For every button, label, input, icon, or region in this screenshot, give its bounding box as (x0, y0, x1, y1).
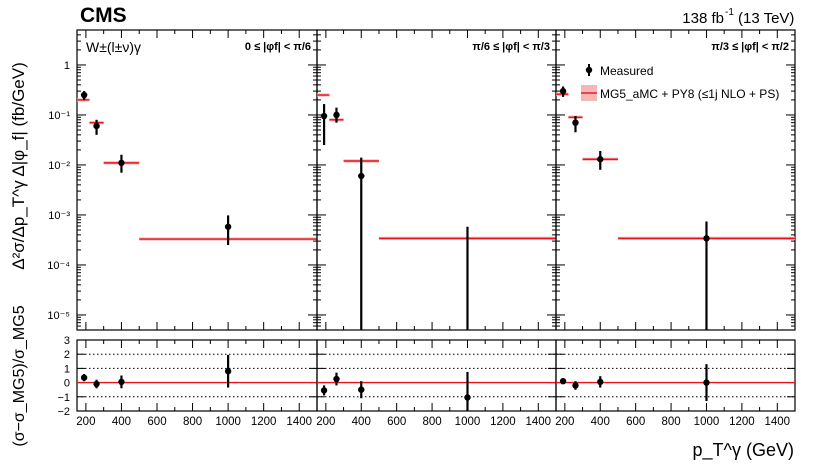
x-tick-label: 800 (661, 416, 680, 428)
x-tick-label: 1400 (764, 416, 790, 428)
ratio-point (464, 394, 471, 401)
x-tick-label: 400 (591, 416, 610, 428)
y-tick-label: 10⁻⁴ (47, 260, 70, 272)
data-point (703, 235, 710, 242)
ratio-tick-label: −2 (57, 406, 70, 418)
x-tick-label: 800 (183, 416, 202, 428)
x-tick-label: 600 (387, 416, 406, 428)
y-tick-label: 10⁻³ (48, 210, 70, 222)
ratio-point (559, 377, 567, 385)
panel-1: 200 400 600 800 1000 1200 1400 0 ≤ |φf| < π/6 (76, 29, 318, 428)
legend-measured-marker (585, 66, 593, 74)
panel-3: 200 400 600 800 1000 1200 1400 π/3 ≤ |φf| < π/2 (555, 29, 796, 428)
panel-phi-label: 0 ≤ |φf| < π/6 (245, 41, 311, 53)
legend-prediction-label: MG5_aMC + PY8 (≤1j NLO + PS) (600, 87, 779, 101)
x-tick-label: 1000 (215, 416, 241, 428)
x-tick-label: 1200 (729, 416, 755, 428)
y-tick-label: 1 (64, 60, 70, 72)
ratio-point (333, 375, 340, 383)
x-tick-label: 1000 (694, 416, 720, 428)
ratio-point (118, 378, 125, 386)
ratio-tick-label: 1 (64, 363, 70, 375)
ratio-point (572, 382, 579, 389)
ratio-panel-frame (76, 339, 318, 412)
legend: Measured MG5_aMC + PY8 (≤1j NLO + PS) (581, 64, 779, 101)
lumi-exponent: -1 (725, 7, 734, 18)
y-tick-label: 10⁻¹ (48, 110, 70, 122)
data-point (333, 111, 340, 119)
x-tick-label: 800 (422, 416, 441, 428)
x-axis-label: p_T^γ (GeV) (693, 440, 794, 461)
panel-2: 200 400 600 800 1000 1200 1400 π/6 ≤ |φf| < π/3 (316, 29, 557, 428)
x-tick-label: 600 (147, 416, 166, 428)
ratio-point (597, 378, 604, 386)
y-tick-label: 10⁻⁵ (47, 310, 70, 322)
y-axis-label-bottom: (σ−σ_MG5)/σ_MG5 (11, 305, 28, 446)
y-axis-label-top: Δ²σ/Δp_T^γ Δ|φ_f| (fb/GeV) (9, 62, 28, 270)
top-panel-frame (76, 29, 318, 331)
data-point (320, 112, 328, 120)
panel-phi-label: π/6 ≤ |φf| < π/3 (472, 41, 550, 53)
x-tick-label: 200 (316, 416, 335, 428)
x-tick-label: 200 (76, 416, 95, 428)
data-point (572, 119, 579, 126)
legend-measured-label: Measured (600, 64, 653, 78)
ratio-point (320, 387, 328, 394)
top-panel-frame (555, 29, 796, 331)
ratio-tick-label: 2 (64, 349, 70, 361)
x-tick-label: 1200 (490, 416, 516, 428)
data-point (559, 87, 567, 95)
ratio-tick-label: 3 (64, 335, 70, 347)
top-panel-frame (316, 29, 557, 331)
x-tick-label: 400 (112, 416, 131, 428)
ratio-tick-label: 0 (64, 378, 70, 390)
process-label: W±(l±ν)γ (86, 39, 141, 55)
data-point (597, 156, 604, 163)
ratio-tick-label: −1 (57, 392, 70, 404)
data-point (118, 159, 125, 167)
cms-label: CMS (80, 4, 127, 27)
x-tick-label: 1400 (525, 416, 551, 428)
y-tick-label: 10⁻² (48, 160, 70, 172)
energy-label: (13 TeV) (738, 10, 794, 27)
x-tick-label: 600 (626, 416, 645, 428)
data-point (93, 122, 100, 130)
ratio-panel-frame (555, 339, 796, 412)
data-point (80, 91, 88, 99)
data-point (224, 223, 232, 230)
x-tick-label: 1000 (455, 416, 481, 428)
ratio-point (80, 374, 88, 381)
x-tick-label: 1200 (251, 416, 277, 428)
x-tick-label: 1400 (286, 416, 312, 428)
ratio-point (703, 379, 710, 386)
x-tick-label: 200 (555, 416, 574, 428)
ratio-point (358, 386, 365, 393)
ratio-point (93, 380, 100, 388)
ratio-point (224, 368, 232, 375)
x-tick-label: 400 (352, 416, 371, 428)
panel-phi-label: π/3 ≤ |φf| < π/2 (711, 41, 789, 53)
lumi-label: 138 fb (682, 10, 724, 27)
data-point (358, 172, 365, 180)
ratio-panel-frame (316, 339, 557, 412)
